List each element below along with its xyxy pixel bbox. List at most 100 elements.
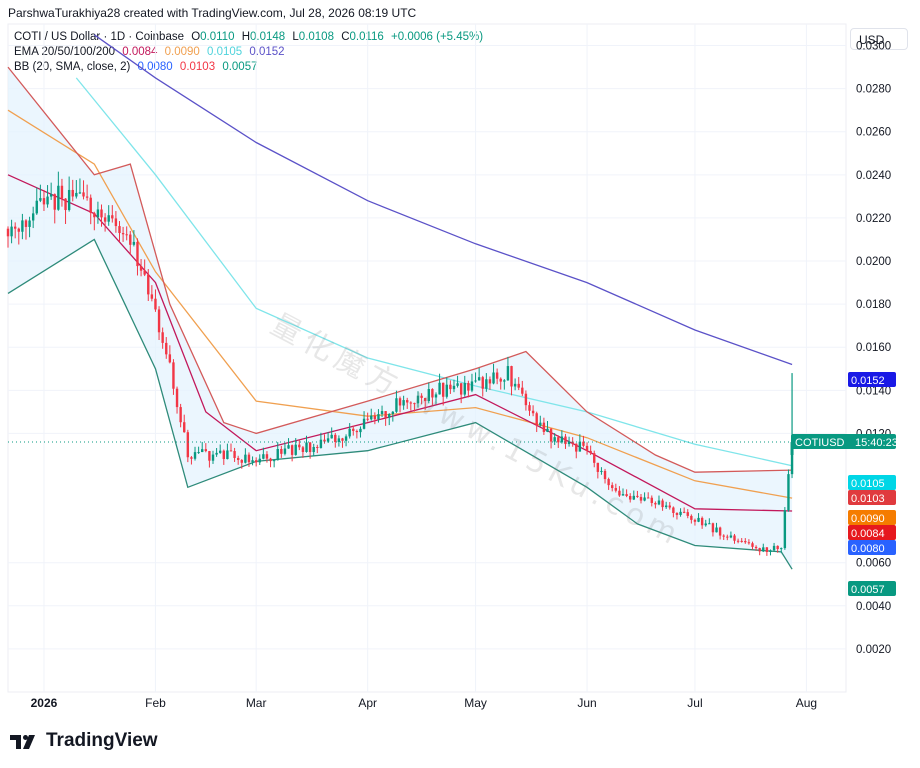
x-tick-label: 2026	[31, 696, 58, 710]
bollinger-band-fill	[8, 67, 793, 570]
candle-body	[147, 274, 150, 295]
legend-ema-row[interactable]: EMA 20/50/100/200 0.0084 0.0090 0.0105 0…	[14, 45, 483, 60]
candle-body	[402, 400, 405, 406]
candle-body	[373, 415, 377, 420]
candle-body	[355, 430, 359, 433]
candle-body	[521, 387, 524, 394]
legend-symbol-row[interactable]: COTI / US Dollar · 1D · Coinbase O0.0110…	[14, 30, 483, 45]
currency-button[interactable]: USD	[850, 28, 908, 50]
candle-body	[578, 441, 582, 452]
candle-body	[103, 217, 107, 222]
candle-body	[557, 437, 560, 443]
candle-body	[258, 458, 261, 463]
y-tick-label: 0.0300	[856, 41, 891, 53]
candle-body	[445, 384, 448, 397]
candle-body	[46, 196, 49, 205]
candle-body	[60, 185, 64, 199]
price-tags: 0.0152 0.0105 0.0103 0.0090 0.0084 0.0080 0.00…	[791, 372, 898, 596]
candle-body	[111, 215, 114, 219]
ohlc-h-label: H	[241, 31, 250, 43]
candle-body	[614, 488, 618, 491]
candle-body	[531, 410, 535, 414]
candle-body	[787, 474, 790, 511]
y-tick-label: 0.0060	[856, 558, 891, 570]
candle-body	[470, 381, 474, 391]
grid-lines	[8, 24, 846, 692]
candle-body	[682, 511, 686, 513]
candle-body	[240, 460, 243, 463]
candle-body	[319, 439, 323, 448]
candle-body	[398, 398, 402, 406]
candle-body	[740, 540, 743, 542]
candle-body	[254, 460, 258, 463]
candle-body	[600, 470, 603, 472]
candle-body	[413, 403, 416, 405]
candle-body	[247, 454, 251, 463]
candle-body	[564, 436, 567, 445]
candle-body	[510, 366, 513, 387]
time-axis[interactable]: 2026 Feb Mar Apr May Jun Jul Aug	[31, 696, 818, 710]
candle-body	[441, 382, 445, 397]
candle-body	[729, 535, 733, 538]
candle-body	[186, 432, 190, 458]
candle-body	[499, 378, 502, 382]
candle-body	[744, 541, 747, 543]
candle-body	[481, 377, 484, 389]
candle-body	[708, 523, 711, 525]
candle-body	[485, 379, 488, 389]
candle-body	[664, 505, 668, 508]
candle-body	[463, 383, 466, 395]
candle-body	[524, 393, 528, 406]
candle-body	[560, 436, 564, 443]
candle-body	[438, 382, 441, 395]
candle-body	[434, 394, 438, 398]
candle-body	[765, 547, 769, 552]
candle-body	[661, 500, 664, 508]
candle-body	[96, 209, 100, 218]
candle-body	[301, 447, 305, 452]
candle-body	[233, 451, 236, 458]
y-tick-label: 0.0240	[856, 170, 891, 182]
candle-body	[718, 527, 722, 536]
candle-body	[67, 189, 71, 211]
candle-body	[607, 479, 610, 486]
x-tick-label: Mar	[246, 696, 267, 710]
candle-body	[776, 545, 779, 550]
candle-body	[747, 542, 751, 544]
candle-body	[733, 535, 736, 541]
y-tick-label: 0.0160	[856, 342, 891, 354]
candle-body	[459, 383, 463, 395]
candle-body	[330, 434, 333, 439]
candle-body	[693, 519, 697, 522]
candle-body	[503, 380, 506, 382]
candle-body	[312, 446, 315, 453]
candle-body	[165, 342, 168, 355]
ohlc-l-label: L	[292, 31, 299, 43]
candle-body	[211, 454, 215, 461]
candle-body	[391, 411, 395, 414]
candle-body	[17, 228, 20, 232]
candle-body	[636, 495, 639, 497]
candle-body	[506, 366, 510, 381]
candle-body	[215, 452, 218, 455]
x-tick-label: May	[464, 696, 487, 710]
candle-body	[157, 309, 161, 333]
ema50-value: 0.0090	[164, 46, 200, 58]
candle-body	[629, 495, 632, 500]
candle-body	[352, 428, 355, 431]
candle-body	[294, 444, 297, 455]
price-axis[interactable]: 0.0300 0.0280 0.0260 0.0240 0.0220 0.0200 0.01…	[856, 41, 891, 656]
candle-body	[85, 196, 89, 198]
candle-body	[334, 434, 337, 443]
candle-body	[769, 550, 772, 552]
candle-body	[53, 194, 56, 210]
price-tag-bb_lower	[848, 581, 896, 596]
candle-body	[571, 441, 574, 444]
candle-body	[204, 449, 208, 452]
candle-body	[190, 457, 193, 459]
candle-body	[611, 485, 614, 489]
candle-body	[82, 192, 85, 197]
candle-body	[646, 497, 650, 499]
candle-body	[754, 546, 758, 549]
